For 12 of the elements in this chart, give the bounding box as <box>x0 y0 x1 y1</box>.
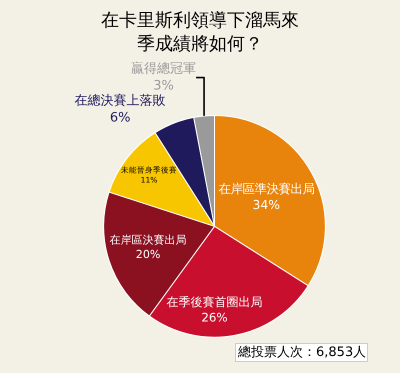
data-label: 26% <box>201 310 228 325</box>
slice-label: 在總決賽上落敗 <box>74 93 166 108</box>
text: 總投票人次：6,853人 <box>237 345 366 360</box>
slice-label: 贏得總冠軍 <box>131 62 196 77</box>
data-label: 20% <box>136 248 160 262</box>
slice-label: 在岸區準決賽出局 <box>218 182 314 196</box>
chart-title: 在卡里斯利領導下溜馬來季成績將如何？ <box>101 10 299 55</box>
data-label: 34% <box>252 198 280 212</box>
data-label: 3% <box>153 78 174 94</box>
slice-label: 在岸區決賽出局 <box>110 234 187 247</box>
data-label: 6% <box>110 110 131 126</box>
slice-label: 在季後賽首圈出局 <box>166 295 262 310</box>
